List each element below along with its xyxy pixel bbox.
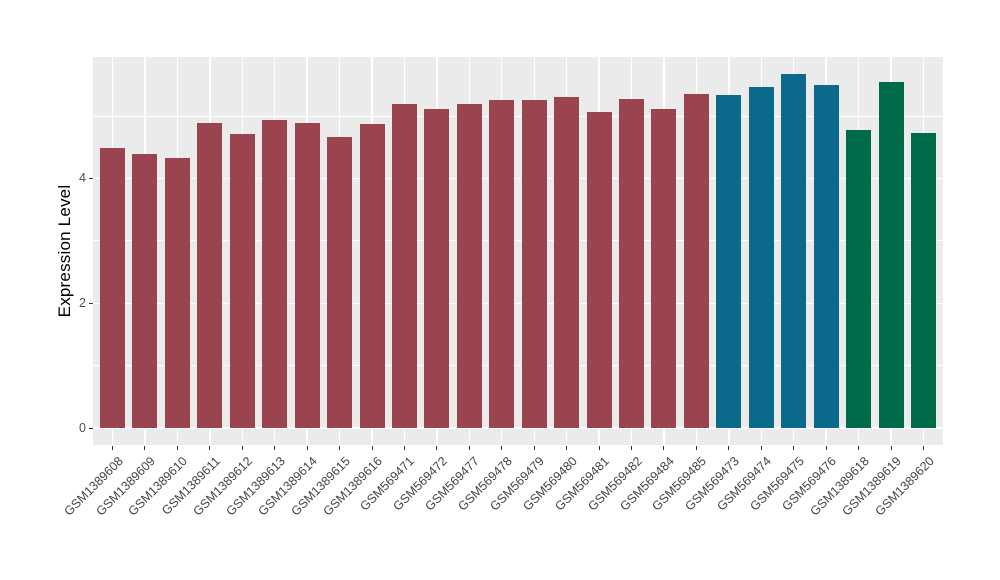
bar-GSM569475 [781,74,807,428]
y-major-gridline [93,177,943,180]
x-axis-tick [890,446,892,450]
bar-GSM1389619 [878,81,904,428]
bar-GSM1389614 [294,123,320,428]
bar-GSM569482 [619,99,645,428]
y-axis-tick [89,427,93,429]
x-axis-tick [631,446,633,450]
bar-GSM1389610 [164,157,190,428]
x-axis-tick-label: GSM1389620 [871,454,937,519]
bar-GSM569481 [586,111,612,428]
bar-GSM569477 [456,104,482,428]
x-axis-tick [468,446,470,450]
x-axis-tick [339,446,341,450]
bar-GSM569478 [489,100,515,428]
bar-GSM1389616 [359,124,385,428]
bar-GSM569479 [521,100,547,428]
x-axis-tick [533,446,535,450]
x-axis-tick [306,446,308,450]
bar-GSM569471 [391,104,417,428]
bar-GSM569473 [716,94,742,428]
x-axis-tick [274,446,276,450]
x-axis-tick [371,446,373,450]
y-minor-gridline [93,115,943,117]
y-minor-gridline [93,365,943,366]
y-axis-tick-label: 0 [79,420,86,435]
bar-GSM569485 [683,93,709,428]
bar-GSM1389615 [327,136,353,428]
y-axis-tick [89,177,93,179]
y-axis-tick-label: 4 [79,170,86,185]
plot-panel [93,57,943,445]
y-axis-tick-label: 2 [79,295,86,310]
bar-GSM1389611 [197,123,223,428]
x-axis-tick [436,446,438,450]
x-axis-tick [858,446,860,450]
x-axis-tick [241,446,243,450]
bar-GSM1389609 [132,154,158,428]
x-axis-tick [176,446,178,450]
y-axis-title: Expression Level [55,184,74,318]
x-axis-tick [760,446,762,450]
bar-GSM1389620 [911,132,936,428]
x-axis-tick [598,446,600,450]
bar-GSM569474 [748,86,774,428]
y-major-gridline [93,427,943,429]
bar-GSM1389618 [846,129,872,428]
x-axis-tick [825,446,827,450]
bar-GSM1389608 [100,148,125,428]
bar-GSM569476 [813,85,839,428]
bar-GSM569480 [554,96,580,428]
x-axis-tick [663,446,665,450]
bar-GSM1389613 [262,119,288,428]
bar-GSM569484 [651,108,677,428]
x-axis-tick [144,446,146,450]
x-axis-tick [501,446,503,450]
x-axis-tick [209,446,211,450]
x-axis-tick [923,446,924,450]
y-major-gridline [93,302,943,304]
x-axis-tick [793,446,795,450]
x-axis-tick [695,446,697,450]
y-minor-gridline [93,240,943,242]
x-axis-tick [566,446,568,450]
bar-GSM1389612 [229,134,255,428]
x-axis-tick [112,446,113,450]
bar-GSM569472 [424,109,450,428]
x-axis-tick [728,446,730,450]
y-axis-tick [89,302,93,304]
x-axis-tick [403,446,405,450]
